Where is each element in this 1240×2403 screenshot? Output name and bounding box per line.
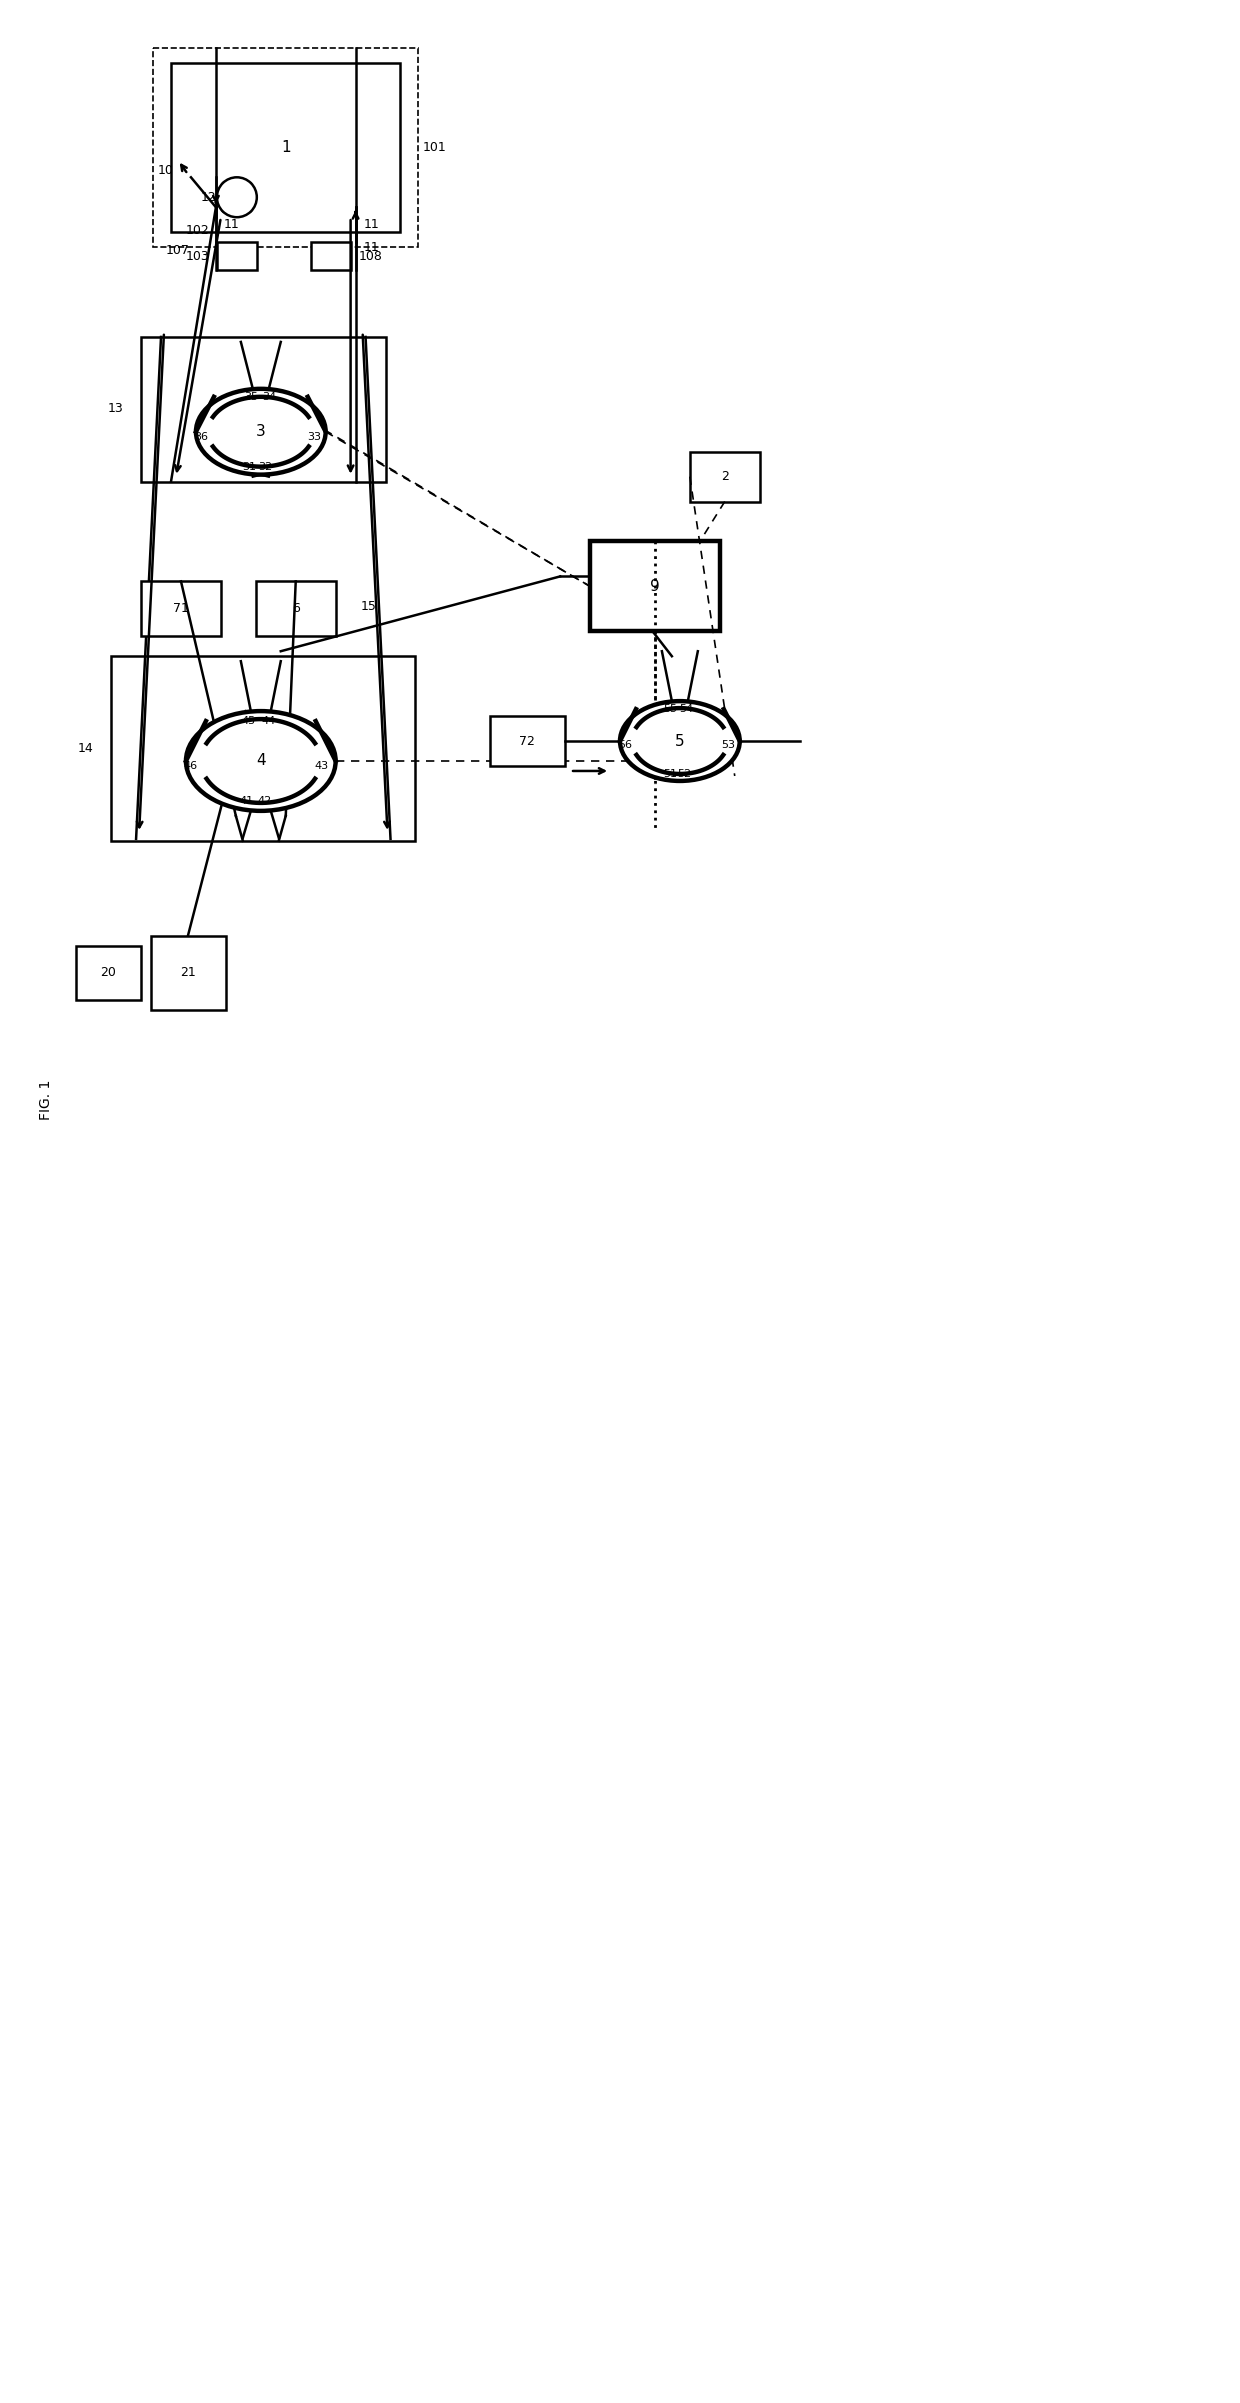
Text: 36: 36 xyxy=(193,433,208,442)
Text: 6: 6 xyxy=(291,601,300,615)
Text: 51: 51 xyxy=(663,769,677,779)
Text: 108: 108 xyxy=(358,250,382,262)
Text: 102: 102 xyxy=(185,223,208,235)
Text: 11: 11 xyxy=(224,219,239,231)
Text: 33: 33 xyxy=(306,433,321,442)
Text: 35: 35 xyxy=(244,392,258,401)
Ellipse shape xyxy=(196,389,326,476)
Bar xyxy=(112,656,415,841)
Text: 11: 11 xyxy=(363,219,379,231)
Text: 3: 3 xyxy=(255,425,265,440)
Circle shape xyxy=(217,178,257,216)
Text: 34: 34 xyxy=(262,392,275,401)
Text: 13: 13 xyxy=(108,401,123,416)
Ellipse shape xyxy=(186,711,336,810)
Text: 44: 44 xyxy=(262,716,277,726)
Text: 2: 2 xyxy=(720,471,729,483)
Text: 101: 101 xyxy=(423,142,446,154)
Bar xyxy=(76,944,141,1000)
Text: 55: 55 xyxy=(663,704,677,714)
Bar xyxy=(255,582,336,637)
Bar xyxy=(311,243,351,269)
Text: 71: 71 xyxy=(174,601,188,615)
Text: 42: 42 xyxy=(258,795,272,805)
Text: 12: 12 xyxy=(201,190,217,204)
Text: 4: 4 xyxy=(255,755,265,769)
Text: 41: 41 xyxy=(239,795,254,805)
Text: 20: 20 xyxy=(100,966,117,978)
Bar xyxy=(141,582,221,637)
Text: 11: 11 xyxy=(363,240,379,255)
Text: 72: 72 xyxy=(520,735,536,747)
Text: 15: 15 xyxy=(361,601,377,613)
Text: 103: 103 xyxy=(185,250,208,262)
Text: 54: 54 xyxy=(678,704,693,714)
Text: 32: 32 xyxy=(258,461,272,471)
Text: 107: 107 xyxy=(166,243,190,257)
Bar xyxy=(141,336,386,481)
Bar xyxy=(151,935,226,1009)
Text: 43: 43 xyxy=(315,762,329,771)
Text: 56: 56 xyxy=(618,740,632,750)
Text: 5: 5 xyxy=(675,733,684,747)
Text: 53: 53 xyxy=(720,740,735,750)
Text: 14: 14 xyxy=(77,743,93,755)
Text: 31: 31 xyxy=(242,461,255,471)
Text: 52: 52 xyxy=(677,769,691,779)
Text: 45: 45 xyxy=(242,716,255,726)
Text: 1: 1 xyxy=(281,139,290,154)
Bar xyxy=(490,716,565,767)
Text: 21: 21 xyxy=(180,966,196,978)
Text: FIG. 1: FIG. 1 xyxy=(40,1079,53,1120)
Bar xyxy=(217,243,257,269)
Bar xyxy=(689,452,760,502)
Text: 46: 46 xyxy=(184,762,198,771)
Text: 9: 9 xyxy=(650,579,660,594)
Bar xyxy=(590,541,719,632)
Text: 10: 10 xyxy=(159,163,174,178)
Bar xyxy=(153,48,418,248)
Ellipse shape xyxy=(620,702,740,781)
Bar xyxy=(171,62,401,233)
